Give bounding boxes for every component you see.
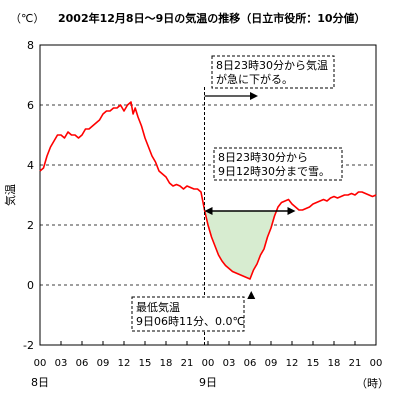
drop-note-line-1: 8日23時30分から気温: [216, 58, 328, 72]
y-tick-label: 4: [27, 159, 34, 172]
day-label: 9日: [199, 376, 217, 389]
min-note-box: [131, 296, 245, 332]
y-axis-label: 気温: [3, 184, 17, 206]
snow-note-line-2: 9日12時30分まで雪。: [218, 165, 330, 178]
series-layer: [39, 101, 377, 280]
x-tick-label: 00: [202, 358, 215, 369]
x-tick-label: 18: [328, 358, 341, 369]
x-tick-label: 15: [307, 358, 320, 369]
temperature-line: [39, 101, 377, 280]
x-tick-label: 00: [34, 358, 47, 369]
min-note-line-1: 最低気温: [136, 300, 180, 314]
snow-shading-area: [204, 211, 296, 279]
y-tick-label: 6: [27, 99, 34, 112]
y-tick-label: 8: [27, 39, 34, 52]
snow-annotation: 8日23時30分から 9日12時30分まで雪。: [204, 147, 343, 215]
x-tick-label: 18: [160, 358, 173, 369]
y-tick-label: -2: [23, 339, 34, 352]
x-tick-label: 03: [55, 358, 68, 369]
y-tick-label: 0: [27, 279, 34, 292]
y-tick-label: 2: [27, 219, 34, 232]
x-tick-label: 09: [265, 358, 278, 369]
day-label: 8日: [31, 376, 49, 389]
drop-arrow-head: [250, 92, 258, 100]
x-tick-label: 00: [370, 358, 383, 369]
sharp-drop-annotation: 8日23時30分から気温 が急に下がる。: [204, 55, 335, 345]
snow-note-line-1: 8日23時30分から: [218, 151, 308, 164]
drop-note-box: [211, 55, 335, 89]
x-tick-label: 21: [349, 358, 362, 369]
x-tick-label: 12: [286, 358, 299, 369]
snow-period-shading: [204, 211, 296, 279]
x-axis-ticks: 00 03 06 09 12 15 18 21 00 03 06 09 12 15 18 21 00 8日 9日: [31, 341, 382, 389]
y-unit-label: （℃）: [10, 12, 44, 25]
x-tick-label: 09: [97, 358, 110, 369]
drop-note-line-2: が急に下がる。: [216, 72, 293, 86]
min-note-line-2: 9日06時11分、0.0℃: [136, 315, 245, 328]
x-tick-label: 21: [181, 358, 194, 369]
x-unit-label: （時）: [356, 377, 389, 390]
snow-bracket-left-head: [204, 207, 213, 215]
x-tick-label: 03: [223, 358, 236, 369]
x-tick-label: 06: [76, 358, 89, 369]
snow-note-box: [213, 147, 343, 181]
min-arrow-head: [247, 291, 256, 299]
x-tick-label: 12: [118, 358, 131, 369]
snow-bracket-right-head: [287, 207, 296, 215]
chart-title: 2002年12月8日～9日の気温の推移（日立市役所：10分値）: [58, 11, 366, 25]
grid-lines: [40, 104, 376, 286]
y-axis-ticks: -2 0 2 4 6 8: [23, 39, 34, 352]
min-temp-annotation: 最低気温 9日06時11分、0.0℃: [131, 291, 256, 332]
x-tick-label: 06: [244, 358, 257, 369]
x-tick-label: 15: [139, 358, 152, 369]
